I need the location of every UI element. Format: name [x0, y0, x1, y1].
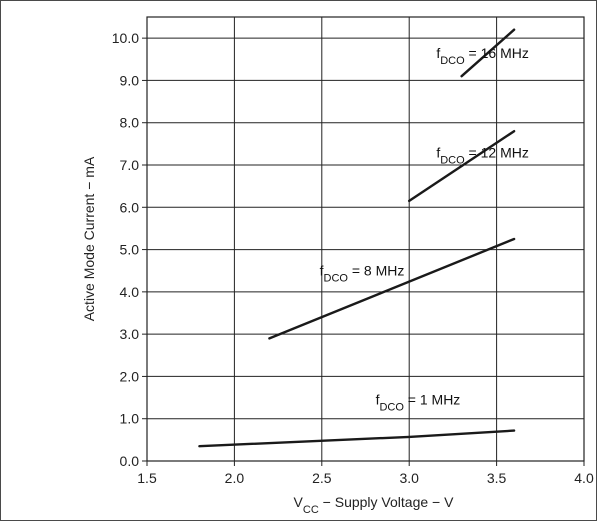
y-axis-label: Active Mode Current − mA	[81, 156, 97, 321]
y-tick-label: 4.0	[120, 284, 140, 300]
grid	[142, 17, 585, 466]
annotation-sub: DCO	[324, 273, 349, 285]
plot-frame	[146, 16, 585, 462]
annotation-rest: = 1 MHz	[404, 392, 460, 408]
x-tick-label: 2.0	[225, 470, 245, 486]
y-tick-label: 8.0	[120, 115, 140, 131]
x-axis-label-rest: − Supply Voltage − V	[319, 494, 454, 510]
series-annotation-2: fDCO = 12 MHz	[436, 144, 529, 166]
annotation-main: f	[320, 263, 324, 279]
annotation-rest: = 12 MHz	[465, 144, 529, 160]
annotation-main: f	[436, 45, 440, 61]
y-tick-label: 5.0	[120, 242, 140, 258]
x-tick-label: 3.0	[399, 470, 419, 486]
series-line-1	[460, 28, 516, 78]
series-annotation-3: fDCO = 8 MHz	[320, 263, 405, 285]
series-line-4	[198, 429, 516, 448]
series-annotation-1: fDCO = 16 MHz	[436, 45, 529, 67]
annotation-sub: DCO	[379, 402, 404, 414]
y-tick-label: 10.0	[112, 30, 139, 46]
annotation-main: f	[376, 392, 380, 408]
y-tick-label: 7.0	[120, 157, 140, 173]
x-tick-label: 1.5	[137, 470, 157, 486]
series-annotation-4: fDCO = 1 MHz	[376, 392, 461, 414]
y-tick-label: 6.0	[120, 199, 140, 215]
x-tick-label: 2.5	[312, 470, 332, 486]
y-tick-label: 2.0	[120, 368, 140, 384]
annotation-sub: DCO	[440, 154, 465, 166]
y-tick-label: 0.0	[120, 453, 140, 469]
annotation-rest: = 16 MHz	[465, 45, 529, 61]
annotation-rest: = 8 MHz	[348, 263, 404, 279]
y-tick-label: 3.0	[120, 326, 140, 342]
tick-labels: 1.5 2.0 2.5 3.0 3.5 4.0 0.0 1.0 2.0 3.0 4.0 5.0 6.0 7…	[112, 30, 594, 486]
series-line-2	[408, 129, 516, 203]
annotation-sub: DCO	[440, 55, 465, 67]
x-axis-label-sub: CC	[303, 504, 319, 516]
x-axis-label: VCC − Supply Voltage − V	[294, 494, 455, 516]
x-tick-label: 3.5	[487, 470, 507, 486]
annotation-main: f	[436, 144, 440, 160]
x-axis-label-main: V	[294, 494, 304, 510]
y-tick-label: 1.0	[120, 411, 140, 427]
x-tick-label: 4.0	[574, 470, 594, 486]
series	[198, 28, 516, 448]
series-line-3	[268, 237, 516, 340]
y-tick-label: 9.0	[120, 72, 140, 88]
